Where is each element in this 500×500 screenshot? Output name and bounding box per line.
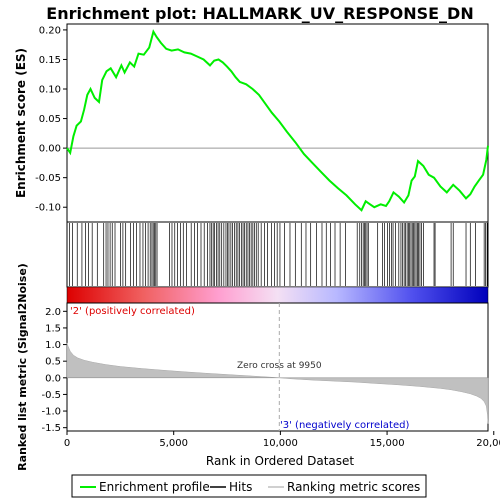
metric-y-tick-label: -1.0 bbox=[41, 407, 61, 418]
metric-y-tick-label: 0.0 bbox=[45, 373, 61, 384]
metric-y-axis: 2.0 1.5 1.0 0.5 0.0 -0.5 -1.0 -1.5 bbox=[41, 307, 67, 434]
es-panel-frame bbox=[66, 23, 489, 223]
negative-correlation-label: '3' (negatively correlated) bbox=[280, 420, 409, 431]
ranking-metric-area bbox=[66, 342, 489, 424]
enrichment-profile-line bbox=[66, 29, 489, 212]
legend-box bbox=[71, 474, 427, 498]
es-y-tick-label: -0.10 bbox=[35, 203, 61, 214]
x-tick-label: 0 bbox=[64, 438, 70, 449]
metric-y-axis-label: Ranked list metric (Signal2Noise) bbox=[16, 263, 29, 471]
metric-y-tick-label: -0.5 bbox=[41, 390, 61, 401]
hits-marks bbox=[69, 223, 488, 286]
metric-y-tick-label: 1.0 bbox=[45, 340, 61, 351]
x-axis: 0 5,000 10,000 15,000 20,000 bbox=[64, 431, 500, 449]
es-y-axis-label: Enrichment score (ES) bbox=[14, 48, 28, 198]
x-axis-label: Rank in Ordered Dataset bbox=[206, 454, 354, 468]
metric-y-tick-label: 1.5 bbox=[45, 323, 61, 334]
es-y-tick-label: 0.10 bbox=[39, 85, 61, 96]
metric-y-tick-label: 2.0 bbox=[45, 307, 61, 318]
ranking-color-bar bbox=[66, 286, 489, 304]
es-y-tick-label: 0.05 bbox=[39, 114, 61, 125]
x-tick-label: 5,000 bbox=[159, 438, 188, 449]
es-y-tick-label: 0.00 bbox=[39, 144, 61, 155]
legend-hits-label: Hits bbox=[229, 480, 252, 494]
es-y-tick-label: 0.15 bbox=[39, 55, 61, 66]
es-y-tick-label: 0.20 bbox=[39, 25, 61, 36]
chart-title: Enrichment plot: HALLMARK_UV_RESPONSE_DN bbox=[46, 4, 473, 23]
x-tick-label: 15,000 bbox=[370, 438, 405, 449]
metric-y-tick-label: 0.5 bbox=[45, 357, 61, 368]
es-y-tick-label: -0.05 bbox=[35, 173, 61, 184]
positive-correlation-label: '2' (positively correlated) bbox=[70, 306, 195, 317]
x-tick-label: 10,000 bbox=[263, 438, 298, 449]
x-tick-label: 20,000 bbox=[476, 438, 500, 449]
es-y-axis: 0.20 0.15 0.10 0.05 0.00 -0.05 -0.10 bbox=[35, 25, 67, 214]
metric-y-tick-label: -1.5 bbox=[41, 423, 61, 434]
legend-metric-label: Ranking metric scores bbox=[287, 480, 420, 494]
zero-cross-label: Zero cross at 9950 bbox=[237, 361, 322, 371]
legend-enrichment-label: Enrichment profile bbox=[99, 480, 210, 494]
